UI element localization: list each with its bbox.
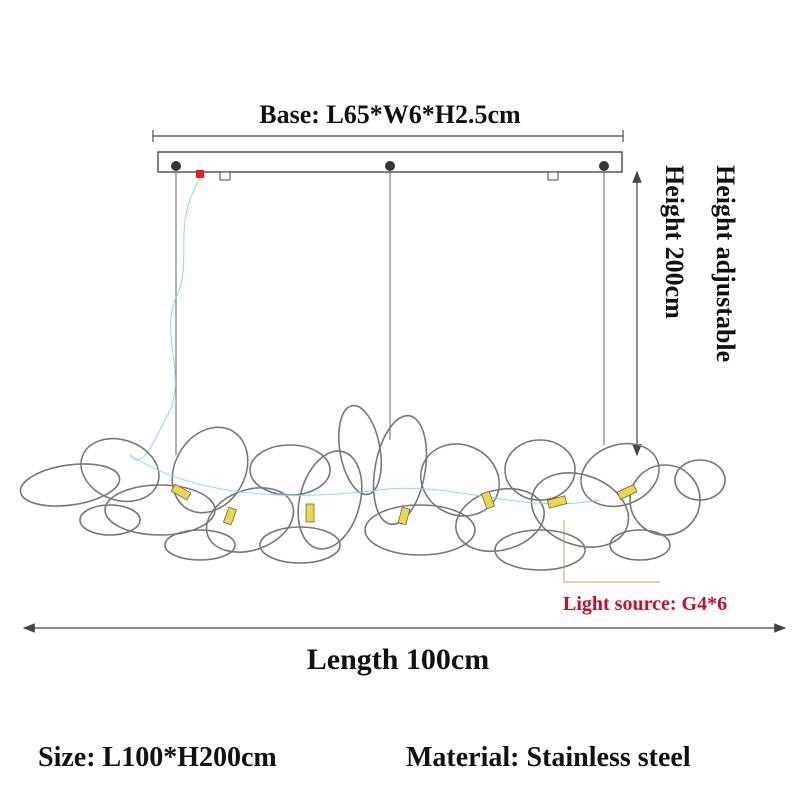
height-note: Height adjustable bbox=[711, 165, 740, 362]
base-label: Base: L65*W6*H2.5cm bbox=[259, 100, 521, 129]
light-source-label: Light source: G4*6 bbox=[563, 593, 727, 615]
material-spec: Material: Stainless steel bbox=[406, 742, 691, 773]
height-label: Height 200cm bbox=[660, 165, 689, 319]
base-dimension-line bbox=[152, 130, 624, 142]
bulbs bbox=[170, 483, 638, 526]
canopy bbox=[157, 151, 623, 181]
size-spec: Size: L100*H200cm bbox=[38, 742, 277, 773]
chandelier-loops bbox=[19, 404, 726, 571]
suspension-wires bbox=[129, 172, 605, 461]
length-label: Length 100cm bbox=[307, 643, 490, 676]
callout-line bbox=[563, 520, 660, 583]
